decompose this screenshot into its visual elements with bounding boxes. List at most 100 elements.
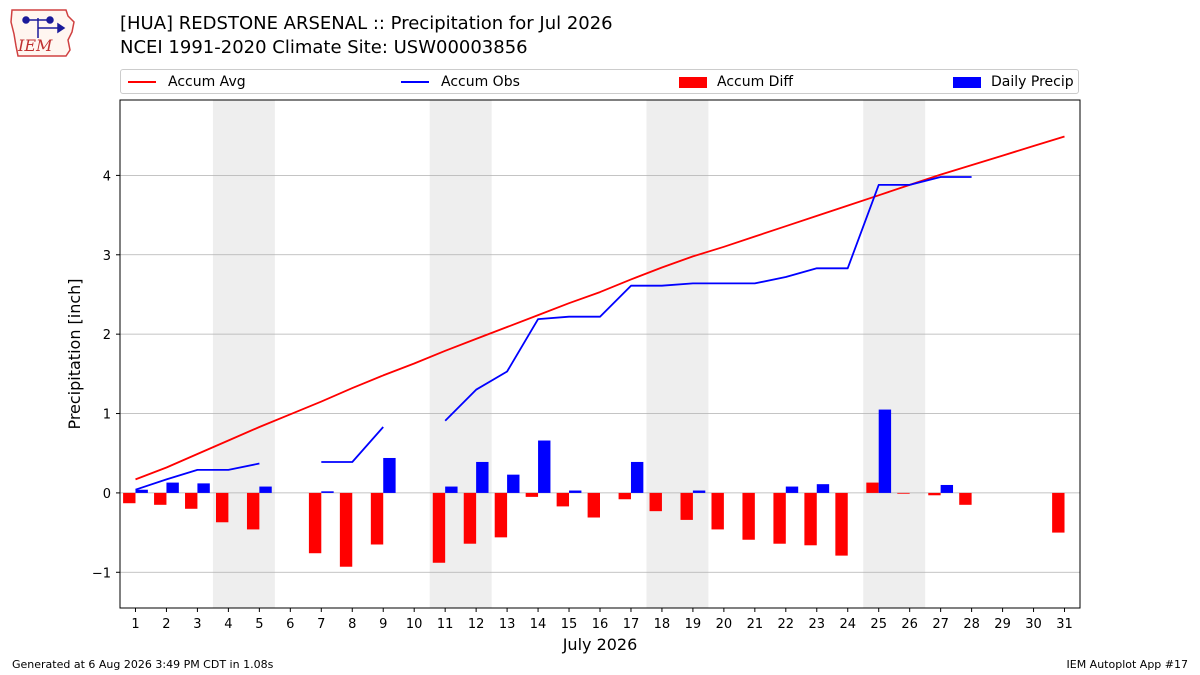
x-tick-label: 31 [1056, 617, 1073, 632]
accum-obs-line [135, 462, 260, 491]
x-tick-label: 2 [162, 617, 170, 632]
daily-precip-bar [692, 490, 706, 493]
daily-precip-swatch [953, 76, 981, 88]
x-tick-label: 27 [932, 617, 949, 632]
x-tick-label: 7 [317, 617, 325, 632]
accum-diff-bar [463, 492, 477, 544]
legend-item-accum-avg: Accum Avg [128, 73, 246, 91]
x-tick-label: 6 [286, 617, 294, 632]
accum-diff-bar [154, 492, 167, 505]
accum-diff-bar [835, 492, 848, 556]
legend-label-accum-avg: Accum Avg [168, 74, 246, 90]
chart-subtitle: NCEI 1991-2020 Climate Site: USW00003856 [120, 37, 528, 58]
x-tick-label: 29 [994, 617, 1011, 632]
x-tick-label: 16 [592, 617, 609, 632]
accum-diff-bar [928, 492, 941, 496]
x-tick-label: 5 [255, 617, 263, 632]
x-tick-label: 17 [623, 617, 640, 632]
accum-obs-line [444, 176, 972, 422]
daily-precip-bar [507, 474, 520, 493]
daily-precip-bar [878, 409, 892, 493]
x-tick-label: 1 [131, 617, 139, 632]
x-tick-label: 28 [963, 617, 980, 632]
accum-diff-bar [494, 492, 508, 538]
daily-precip-bar [321, 491, 334, 493]
accum-diff-bar [742, 492, 755, 540]
accum-diff-bar [866, 482, 879, 493]
legend-item-accum-obs: Accum Obs [401, 73, 520, 91]
y-tick-label: −1 [92, 566, 111, 581]
daily-precip-bar [476, 461, 489, 493]
x-tick-label: 24 [839, 617, 856, 632]
x-tick-label: 14 [530, 617, 547, 632]
x-tick-label: 9 [379, 617, 387, 632]
weather-station-icon [22, 16, 66, 38]
legend-item-daily-precip: Daily Precip [953, 73, 1074, 91]
legend: Accum Avg Accum Obs Accum Diff Daily Pre… [120, 69, 1079, 94]
y-tick-label: 2 [103, 328, 111, 343]
daily-precip-bar [785, 486, 799, 493]
y-axis-label: Precipitation [inch] [65, 278, 84, 429]
legend-label-accum-diff: Accum Diff [717, 74, 794, 90]
daily-precip-bar [197, 483, 210, 493]
accum-diff-bar [556, 492, 570, 507]
x-tick-label: 10 [406, 617, 423, 632]
accum-diff-swatch [679, 76, 707, 88]
daily-precip-bar [135, 489, 148, 493]
daily-precip-bar [538, 440, 551, 493]
accum-obs-swatch [401, 81, 429, 83]
accum-diff-bar [649, 492, 662, 512]
weekend-band-3 [646, 100, 709, 608]
accum-diff-bar [959, 492, 972, 505]
x-tick-label: 13 [499, 617, 516, 632]
legend-label-accum-obs: Accum Obs [441, 74, 520, 90]
accum-diff-bar [897, 492, 910, 494]
daily-precip-bar [630, 461, 644, 493]
accum-diff-bar [370, 492, 384, 545]
y-tick-label: 0 [103, 487, 111, 502]
accum-diff-bar [216, 492, 229, 523]
accum-avg-swatch [128, 81, 156, 83]
x-tick-label: 18 [654, 617, 671, 632]
daily-precip-bar [940, 484, 954, 493]
daily-precip-bar [816, 484, 830, 493]
x-tick-label: 4 [224, 617, 232, 632]
weekend-band-4 [863, 100, 926, 608]
accum-diff-bar [185, 492, 198, 509]
x-axis-label: July 2026 [562, 635, 638, 654]
accum-diff-bar [804, 492, 817, 546]
y-tick-label: 1 [103, 408, 111, 423]
chart-title: [HUA] REDSTONE ARSENAL :: Precipitation … [120, 13, 613, 34]
legend-item-accum-diff: Accum Diff [679, 73, 793, 91]
iem-logo: IEM [10, 9, 75, 57]
x-tick-label: 11 [437, 617, 454, 632]
daily-precip-bar [569, 490, 582, 493]
x-tick-label: 25 [870, 617, 887, 632]
x-tick-label: 19 [685, 617, 702, 632]
y-tick-label: 4 [103, 169, 111, 184]
x-tick-label: 21 [747, 617, 764, 632]
accum-diff-bar [432, 492, 446, 563]
accum-diff-bar [773, 492, 786, 544]
accum-diff-bar [308, 492, 322, 554]
accum-diff-bar [618, 492, 631, 500]
accum-diff-bar [680, 492, 693, 520]
x-tick-label: 26 [901, 617, 918, 632]
daily-precip-bar [166, 482, 179, 493]
accum-diff-bar [123, 492, 136, 504]
daily-precip-bar [445, 486, 458, 493]
x-tick-label: 3 [193, 617, 201, 632]
x-tick-label: 12 [468, 617, 485, 632]
weekend-band-1 [212, 100, 275, 608]
daily-precip-bar [259, 486, 272, 493]
y-tick-label: 3 [103, 249, 111, 264]
daily-precip-bar [383, 457, 396, 493]
accum-diff-bar [339, 492, 353, 567]
x-tick-label: 15 [561, 617, 578, 632]
legend-label-daily-precip: Daily Precip [991, 74, 1074, 90]
x-tick-label: 8 [348, 617, 356, 632]
accum-diff-bar [1052, 492, 1065, 533]
accum-diff-bar [587, 492, 600, 518]
x-tick-label: 23 [809, 617, 826, 632]
x-tick-label: 20 [716, 617, 733, 632]
